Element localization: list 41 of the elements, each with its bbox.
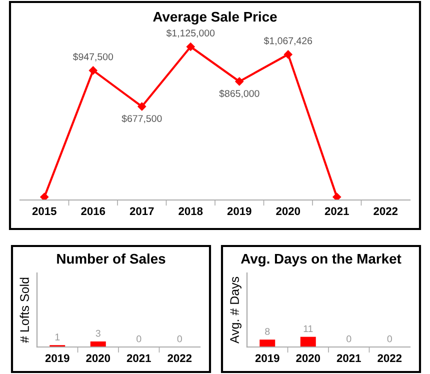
x-tick-label: 2020: [276, 207, 300, 216]
point: [284, 50, 292, 59]
y-axis-title: # Lofts Sold: [20, 278, 29, 343]
data-label: 11: [304, 325, 313, 332]
point: [138, 102, 146, 111]
data-label: 1: [55, 334, 60, 340]
data-label: $677,500: [122, 114, 162, 124]
x-tick-label: 2020: [86, 354, 110, 362]
x-tick-label: 2021: [324, 207, 349, 216]
x-tick-label: 2017: [130, 207, 154, 216]
data-label: 8: [265, 328, 270, 335]
data-label: $865,000: [219, 90, 260, 98]
x-tick-label: 2021: [126, 354, 151, 362]
x-tick-label: 2019: [227, 207, 252, 216]
point: [235, 77, 244, 86]
x-tick-label: 2015: [32, 207, 56, 216]
data-label: $1,067,426: [264, 36, 312, 46]
point: [88, 66, 98, 75]
point: [40, 192, 49, 200]
x-tick-label: 2022: [168, 354, 192, 362]
chart-title: Avg. Days on the Market: [240, 253, 402, 267]
data-label: $947,500: [72, 52, 114, 62]
x-tick-label: 2019: [255, 354, 280, 362]
x-tick-label: 2021: [336, 354, 361, 362]
data-label: 0: [177, 335, 182, 342]
point: [186, 42, 195, 51]
x-tick-label: 2018: [178, 207, 203, 216]
x-tick-label: 2022: [378, 354, 402, 362]
data-label: 0: [136, 335, 142, 342]
x-tick-label: 2019: [45, 354, 70, 362]
y-axis-title: Avg. # Days: [230, 276, 242, 344]
point: [332, 192, 342, 200]
data-label: $1,125,000: [166, 29, 215, 38]
data-label: 3: [96, 330, 100, 337]
x-tick-label: 2016: [81, 207, 106, 216]
data-label: 0: [346, 335, 352, 342]
chart-title: Number of Sales: [57, 254, 166, 264]
chart-title: Average Sale Price: [153, 11, 277, 25]
data-label: 0: [387, 335, 392, 342]
x-tick-label: 2022: [374, 207, 398, 216]
x-tick-label: 2020: [296, 354, 320, 362]
